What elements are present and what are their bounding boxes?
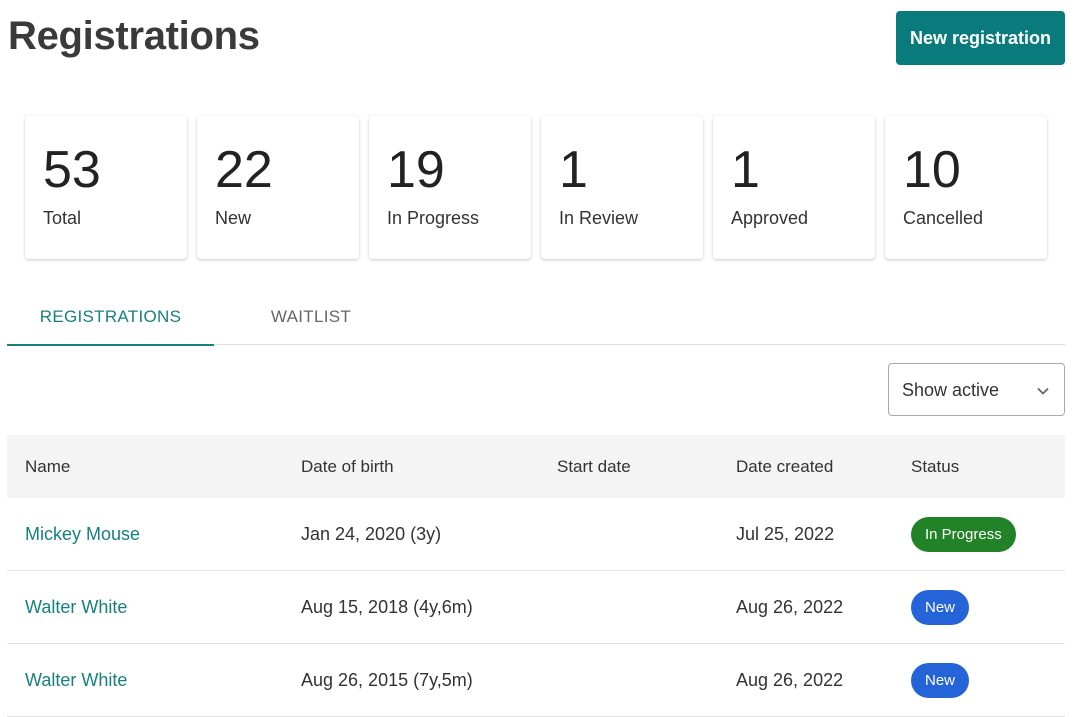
stat-label: Cancelled (903, 208, 984, 228)
registrant-name-link[interactable]: Mickey Mouse (25, 523, 141, 544)
stat-card-in-progress[interactable]: 19 In Progress (369, 116, 531, 259)
stat-label: Approved (731, 208, 809, 228)
cell-date-created: Aug 26, 2022 (736, 643, 911, 717)
cell-name: Walter White (7, 570, 301, 644)
status-badge: In Progress (911, 516, 1016, 552)
status-filter-value: Show active (902, 380, 1000, 400)
stat-label: In Progress (387, 208, 480, 228)
registrant-name-link[interactable]: Walter White (25, 596, 128, 617)
status-badge: New (911, 662, 970, 698)
registrant-name-link[interactable]: Walter White (25, 669, 128, 690)
cell-start-date (557, 643, 736, 717)
stat-label: Total (43, 208, 82, 228)
table-header-row: Name Date of birth Start date Date creat… (7, 435, 1065, 498)
table-row[interactable]: Mickey Mouse Jan 24, 2020 (3y) Jul 25, 202… (7, 498, 1065, 571)
status-badge: New (911, 589, 970, 625)
table-row[interactable]: Walter White Aug 15, 2018 (4y,6m) Aug 26, … (7, 570, 1065, 644)
cell-dob: Aug 26, 2015 (7y,5m) (301, 643, 557, 717)
stat-card-total[interactable]: 53 Total (25, 116, 187, 259)
cell-date-created: Jul 25, 2022 (736, 498, 911, 571)
chevron-down-icon (1037, 387, 1049, 395)
cell-start-date (557, 498, 736, 571)
cell-status: New (911, 570, 1065, 644)
stat-label: In Review (559, 208, 639, 228)
stat-label: New (215, 208, 252, 228)
column-header-date-created[interactable]: Date created (736, 435, 911, 498)
stat-value: 1 (731, 141, 760, 199)
stat-value: 1 (559, 141, 588, 199)
status-filter-select[interactable]: Show active (888, 363, 1065, 416)
column-header-name[interactable]: Name (7, 435, 301, 498)
stat-value: 53 (43, 141, 101, 199)
table-row[interactable]: Walter White Aug 26, 2015 (7y,5m) Aug 26, … (7, 643, 1065, 717)
cell-name: Walter White (7, 643, 301, 717)
cell-date-created: Aug 26, 2022 (736, 570, 911, 644)
cell-status: In Progress (911, 498, 1065, 571)
tab-waitlist[interactable]: WAITLIST (270, 307, 352, 326)
stat-card-new[interactable]: 22 New (197, 116, 359, 259)
stat-value: 10 (903, 141, 961, 199)
stat-card-cancelled[interactable]: 10 Cancelled (885, 116, 1047, 259)
column-header-start-date[interactable]: Start date (557, 435, 736, 498)
cell-name: Mickey Mouse (7, 498, 301, 571)
column-header-status[interactable]: Status (911, 435, 1065, 498)
tab-registrations[interactable]: REGISTRATIONS (7, 290, 214, 346)
new-registration-button[interactable]: New registration (896, 11, 1065, 65)
page-title: Registrations (8, 14, 260, 58)
stat-card-in-review[interactable]: 1 In Review (541, 116, 703, 259)
stat-value: 22 (215, 141, 273, 199)
column-header-dob[interactable]: Date of birth (301, 435, 557, 498)
cell-start-date (557, 570, 736, 644)
registrations-table: Name Date of birth Start date Date creat… (7, 435, 1065, 717)
cell-dob: Jan 24, 2020 (3y) (301, 498, 557, 571)
stats-cards: 53 Total 22 New 19 In Progress 1 In Review 1… (25, 116, 1047, 259)
stat-card-approved[interactable]: 1 Approved (713, 116, 875, 259)
tab-bar: REGISTRATIONS WAITLIST (7, 290, 1065, 346)
cell-dob: Aug 15, 2018 (4y,6m) (301, 570, 557, 644)
cell-status: New (911, 643, 1065, 717)
stat-value: 19 (387, 141, 445, 199)
